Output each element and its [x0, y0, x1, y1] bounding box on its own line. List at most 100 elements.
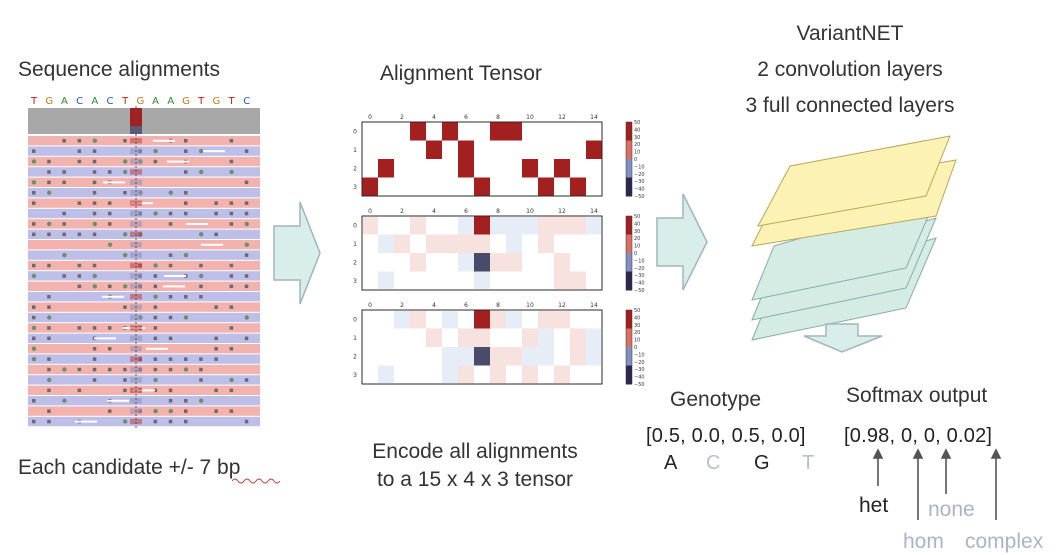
- colorbar-segment: [626, 125, 632, 129]
- colorbar-tick: 50: [634, 120, 640, 126]
- tensor-x-tick: 12: [558, 114, 566, 121]
- read-base-glyph: [47, 305, 51, 309]
- tensor-cell: [570, 271, 586, 290]
- tensor-cell: [522, 347, 538, 366]
- read-row: [28, 271, 260, 281]
- colorbar-tick: −10: [634, 352, 645, 358]
- tensor-cell: [490, 253, 506, 272]
- colorbar-segment: [626, 243, 632, 247]
- colorbar-tick: 20: [634, 236, 640, 242]
- colorbar-segment: [626, 166, 632, 169]
- genotype-base-t: T: [802, 452, 815, 474]
- read-base-glyph: [153, 357, 158, 361]
- read-base-glyph: [244, 201, 249, 205]
- colorbar-segment: [626, 345, 632, 348]
- tensor-x-tick: 0: [368, 114, 372, 121]
- read-base-glyph: [153, 274, 158, 278]
- softmax-title: Softmax output: [846, 384, 988, 407]
- read-base-glyph: [199, 367, 203, 372]
- read-row: [28, 219, 260, 229]
- colorbar-segment: [626, 238, 632, 241]
- colorbar-segment: [626, 140, 632, 143]
- colorbar-segment: [626, 122, 632, 125]
- read-deletion: [133, 389, 155, 392]
- colorbar-tick: 30: [634, 135, 640, 141]
- read-deletion: [164, 275, 186, 277]
- read-base-glyph: [32, 336, 36, 341]
- colorbar-segment: [626, 347, 632, 350]
- alignments-footer-text: Each candidate +/- 7 bp: [18, 456, 241, 479]
- colorbar-segment: [626, 374, 632, 378]
- colorbar-segment: [626, 219, 632, 223]
- label-hom: hom: [903, 530, 944, 553]
- read-base-glyph: [32, 399, 36, 403]
- colorbar-tick: −50: [634, 382, 645, 388]
- reference-base: T: [197, 96, 205, 107]
- tensor-cell: [458, 159, 474, 178]
- tensor-caption-line2: to a 15 x 4 x 3 tensor: [376, 468, 574, 491]
- colorbar-segment: [626, 177, 632, 180]
- colorbar-segment: [626, 258, 632, 261]
- tensor-cell: [522, 328, 538, 347]
- read-base-glyph: [123, 284, 128, 289]
- read-base-glyph: [108, 170, 112, 174]
- colorbar-segment: [626, 223, 632, 226]
- read-row: [28, 240, 260, 250]
- read-base-glyph: [168, 190, 173, 195]
- read-base-glyph: [153, 336, 158, 341]
- read-base-glyph: [244, 419, 249, 424]
- colorbar-segment: [626, 241, 632, 245]
- tensor-cell: [554, 216, 570, 235]
- read-base-glyph: [214, 409, 218, 413]
- colorbar-segment: [626, 173, 632, 177]
- read-base-glyph: [62, 274, 66, 278]
- colorbar-segment: [626, 260, 632, 263]
- read-base-glyph: [229, 347, 234, 351]
- arrow-right-2: [656, 193, 708, 291]
- read-base-glyph: [123, 252, 128, 258]
- tensor-cell: [554, 159, 570, 178]
- colorbar-segment: [626, 352, 632, 355]
- tensor-x-tick: 2: [400, 114, 404, 121]
- colorbar-segment: [626, 138, 632, 141]
- read-deletion: [75, 420, 97, 423]
- colorbar-segment: [626, 280, 632, 284]
- colorbar-segment: [626, 183, 632, 186]
- read-row: [28, 302, 260, 312]
- read-deletion: [146, 347, 168, 350]
- tensor-x-tick: 8: [496, 208, 500, 215]
- tensor-panel-2: 0 2 4 6 8 10 12 14012350403020100−10−20−30−40−5…: [353, 208, 644, 294]
- arrow-right-1: [273, 201, 321, 305]
- colorbar-segment: [626, 155, 632, 158]
- colorbar-segment: [626, 147, 632, 151]
- read-base-glyph: [32, 201, 36, 205]
- read-base-glyph: [62, 252, 67, 258]
- read-base-glyph: [184, 170, 188, 174]
- colorbar-segment: [626, 371, 632, 374]
- read-base-glyph: [108, 367, 112, 372]
- colorbar-segment: [626, 265, 632, 269]
- tensor-title: Alignment Tensor: [380, 62, 542, 85]
- colorbar-tick: −40: [634, 375, 645, 381]
- read-base-glyph: [244, 253, 249, 257]
- read-deletion: [201, 243, 223, 246]
- read-deletion: [102, 295, 124, 298]
- read-base-glyph: [32, 232, 36, 237]
- colorbar-segment: [626, 361, 632, 365]
- read-base-glyph: [123, 388, 127, 393]
- read-base-glyph: [77, 159, 82, 164]
- tensor-y-tick: 3: [353, 278, 357, 285]
- tensor-x-tick: 8: [496, 114, 500, 121]
- colorbar-segment: [626, 273, 632, 276]
- reference-base: C: [76, 96, 83, 107]
- read-base-glyph: [62, 398, 67, 403]
- read-base-glyph: [153, 377, 158, 383]
- tensor-cell: [586, 216, 602, 235]
- colorbar-segment: [626, 334, 632, 337]
- tensor-cell: [538, 347, 554, 366]
- colorbar-segment: [626, 142, 632, 145]
- read-base-glyph: [92, 159, 97, 164]
- tensor-x-tick: 10: [526, 302, 534, 309]
- colorbar-segment: [626, 341, 632, 344]
